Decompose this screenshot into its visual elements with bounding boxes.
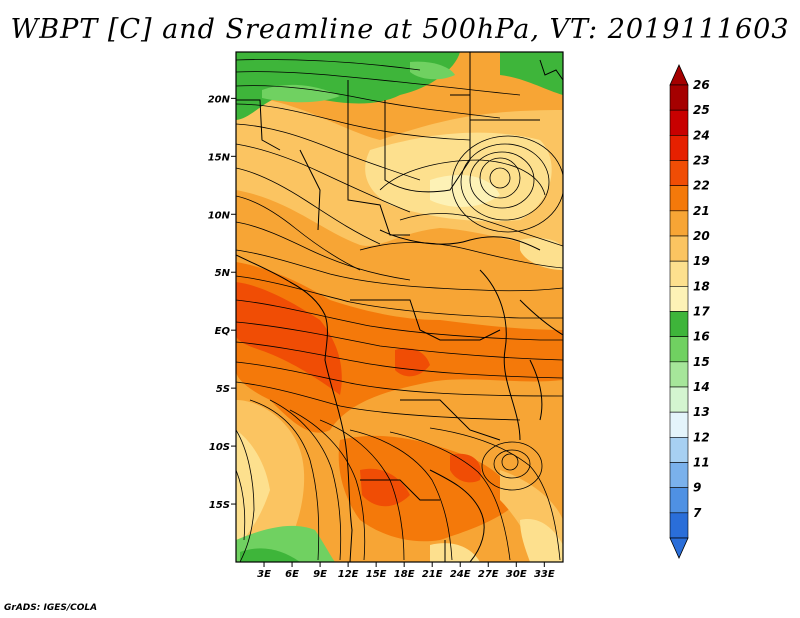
colorbar-label: 26 — [693, 78, 710, 92]
colorbar-label: 17 — [693, 305, 710, 319]
colorbar-swatch — [669, 411, 689, 438]
grads-credit: GrADS: IGES/COLA — [4, 603, 98, 613]
colorbar-label: 24 — [693, 128, 710, 142]
colorbar-label: 20 — [693, 229, 710, 243]
colorbar-swatch — [669, 109, 689, 136]
colorbar-swatch — [669, 462, 689, 488]
colorbar-swatch — [669, 286, 689, 312]
colorbar: 26 25 24 23 22 21 20 19 18 17 16 15 14 13 12 11 9 7 — [669, 64, 710, 559]
colorbar-label: 9 — [693, 481, 701, 495]
latitude-axis: 20N 15N 10N 5N EQ 5S 10S 15S — [208, 94, 236, 511]
colorbar-swatch — [669, 512, 689, 539]
lon-tick-label: 15E — [366, 569, 387, 580]
colorbar-label: 15 — [693, 355, 710, 369]
colorbar-bottom-arrow — [669, 537, 689, 559]
colorbar-swatch — [669, 361, 689, 388]
colorbar-swatch — [669, 235, 689, 262]
colorbar-swatch — [669, 84, 689, 111]
lon-tick-label: 18E — [394, 569, 415, 580]
colorbar-label: 22 — [693, 179, 710, 193]
lat-tick-label: 20N — [208, 94, 231, 105]
map-frame — [235, 51, 564, 563]
lon-tick-label: 3E — [257, 569, 271, 580]
lat-tick-label: 10S — [209, 442, 230, 453]
colorbar-label: 7 — [693, 506, 702, 520]
colorbar-swatch — [669, 185, 689, 212]
colorbar-swatch — [669, 160, 689, 186]
colorbar-swatch — [669, 210, 689, 237]
chart-title: WBPT [C] and Sreamline at 500hPa, VT: 20… — [10, 14, 790, 45]
lat-tick-label: 10N — [208, 210, 231, 221]
lat-tick-label: 15N — [208, 152, 231, 163]
colorbar-swatch — [669, 260, 689, 287]
colorbar-label: 25 — [693, 103, 710, 117]
lat-tick-label: EQ — [215, 326, 231, 337]
lon-tick-label: 33E — [534, 569, 555, 580]
colorbar-label: 14 — [693, 380, 710, 394]
country-borders — [236, 52, 563, 562]
colorbar-label: 11 — [693, 456, 710, 470]
longitude-axis: 3E 6E 9E 12E 15E 18E 21E 24E 27E 30E 33E — [257, 562, 555, 580]
lat-tick-label: 5N — [215, 268, 231, 279]
colorbar-top-arrow — [669, 64, 689, 86]
colorbar-swatch — [669, 311, 689, 337]
lon-tick-label: 12E — [338, 569, 359, 580]
colorbar-swatch — [669, 135, 689, 161]
colorbar-swatch — [669, 336, 689, 363]
lon-tick-label: 21E — [422, 569, 443, 580]
colorbar-label: 12 — [693, 430, 710, 444]
colorbar-swatch — [669, 487, 689, 514]
streamlines — [236, 59, 563, 562]
lon-tick-label: 30E — [506, 569, 527, 580]
colorbar-label: 18 — [693, 279, 710, 293]
lat-tick-label: 5S — [216, 384, 230, 395]
lon-tick-label: 6E — [285, 569, 299, 580]
colorbar-label: 19 — [693, 254, 710, 268]
lon-tick-label: 27E — [478, 569, 499, 580]
lon-tick-label: 9E — [313, 569, 327, 580]
wbpt-shading — [236, 52, 563, 562]
lat-tick-label: 15S — [209, 500, 230, 511]
colorbar-swatch — [669, 386, 689, 413]
colorbar-label: 23 — [693, 154, 710, 168]
colorbar-label: 16 — [693, 330, 710, 344]
colorbar-label: 21 — [693, 204, 710, 218]
colorbar-swatch — [669, 437, 689, 463]
colorbar-label: 13 — [693, 405, 710, 419]
lon-tick-label: 24E — [450, 569, 471, 580]
